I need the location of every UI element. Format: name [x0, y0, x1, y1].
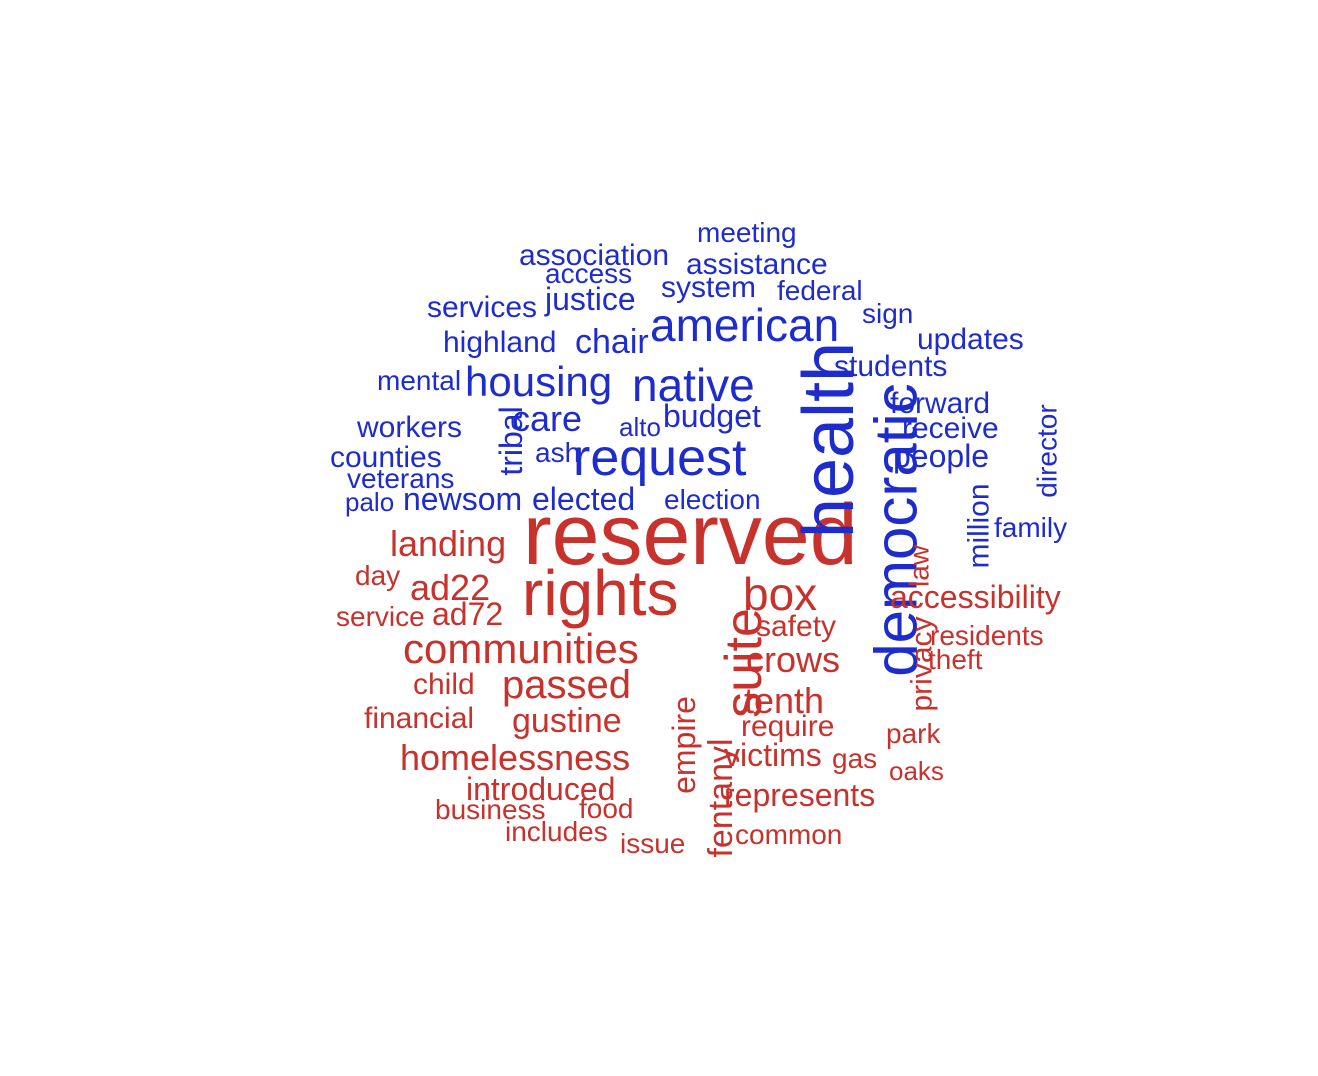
word-receive: receive: [902, 412, 999, 445]
word-association: association: [519, 239, 669, 272]
word-mental: mental: [377, 365, 461, 396]
word-housing: housing: [465, 358, 612, 405]
word-park: park: [886, 718, 941, 749]
word-palo: palo: [345, 487, 394, 517]
word-sign: sign: [862, 298, 913, 329]
word-fentanyl: fentanyl: [702, 738, 740, 857]
word-issue: issue: [620, 828, 685, 859]
word-common: common: [735, 819, 842, 850]
word-law: law: [904, 544, 935, 587]
word-counties: counties: [330, 441, 442, 474]
word-meeting: meeting: [697, 217, 797, 248]
word-democratic: democratic: [863, 383, 930, 676]
word-business: business: [435, 794, 546, 825]
word-updates: updates: [917, 323, 1024, 356]
word-privacy: privacy: [906, 616, 939, 711]
word-federal: federal: [777, 275, 863, 306]
word-victims: victims: [724, 737, 822, 773]
word-theft: theft: [928, 644, 983, 675]
word-family: family: [994, 512, 1067, 543]
word-alto: alto: [619, 412, 661, 442]
word-request: request: [573, 429, 747, 487]
word-services: services: [427, 291, 537, 324]
word-introduced: introduced: [466, 771, 615, 807]
word-care: care: [512, 398, 582, 439]
word-homelessness: homelessness: [400, 737, 630, 778]
word-health: health: [789, 342, 869, 538]
word-newsom: newsom: [403, 481, 522, 517]
word-people: people: [893, 438, 989, 474]
word-landing: landing: [390, 523, 506, 564]
word-suite: suite: [715, 608, 773, 718]
word-tenth: tenth: [744, 680, 824, 721]
word-system: system: [661, 271, 756, 304]
word-million: million: [963, 483, 996, 568]
word-require: require: [741, 710, 834, 743]
word-american: american: [650, 299, 839, 351]
word-election: election: [664, 484, 761, 515]
word-chair: chair: [575, 323, 649, 361]
word-rights: rights: [522, 557, 679, 629]
word-highland: highland: [443, 326, 556, 359]
word-child: child: [413, 668, 475, 701]
word-budget: budget: [663, 398, 761, 434]
word-day: day: [355, 560, 400, 591]
word-service: service: [336, 601, 425, 632]
word-oaks: oaks: [889, 756, 944, 786]
word-passed: passed: [502, 663, 631, 707]
word-includes: includes: [505, 816, 608, 847]
word-ad22: ad22: [410, 567, 490, 608]
word-safety: safety: [756, 610, 836, 643]
word-gas: gas: [832, 743, 877, 774]
word-workers: workers: [356, 411, 462, 444]
word-students: students: [834, 350, 947, 383]
word-veterans: veterans: [347, 463, 454, 494]
word-tribal: tribal: [493, 406, 529, 475]
word-assistance: assistance: [686, 248, 828, 281]
word-access: access: [545, 258, 632, 289]
word-food: food: [579, 793, 634, 824]
word-empire: empire: [666, 696, 702, 794]
word-accessibility: accessibility: [890, 579, 1061, 615]
word-director: director: [1032, 404, 1063, 497]
word-ash: ash: [535, 437, 580, 468]
word-reserved: reserved: [523, 487, 858, 583]
word-elected: elected: [532, 481, 635, 517]
word-box: box: [743, 568, 817, 620]
word-communities: communities: [403, 625, 639, 672]
word-represents: represents: [724, 777, 875, 813]
word-gustine: gustine: [512, 702, 622, 740]
word-crows: crows: [746, 639, 840, 680]
word-residents: residents: [930, 620, 1044, 651]
word-native: native: [632, 359, 755, 411]
word-financial: financial: [364, 702, 474, 735]
word-forward: forward: [890, 387, 990, 420]
word-justice: justice: [544, 281, 636, 317]
word-ad72: ad72: [432, 596, 503, 632]
